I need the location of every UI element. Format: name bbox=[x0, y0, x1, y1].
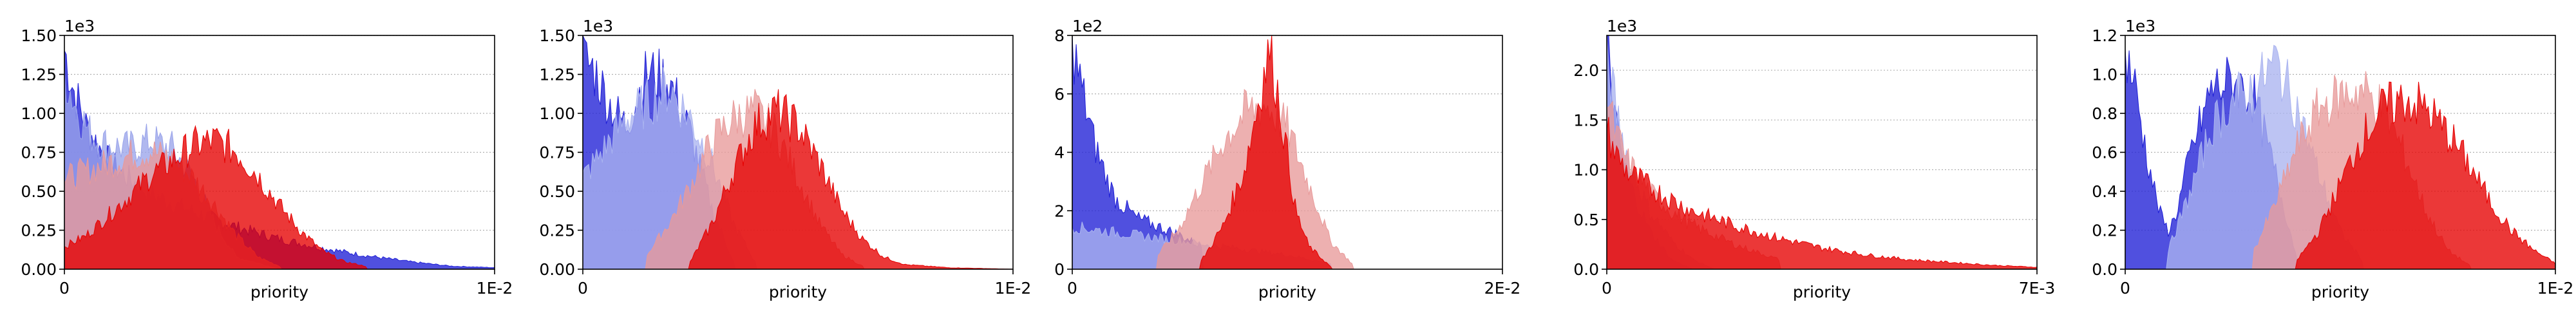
y-tick-label: 0.4 bbox=[2092, 182, 2117, 201]
x-axis-label: priority bbox=[251, 283, 308, 301]
x-axis-label: priority bbox=[1258, 283, 1316, 301]
y-tick-label: 0.50 bbox=[21, 182, 57, 201]
y-tick-label: 0 bbox=[1054, 260, 1065, 279]
chart-panel-3: 0 2 4 6 8 1e2 0 2E-2 priority bbox=[1054, 17, 1520, 301]
y-tick-label: 0.75 bbox=[539, 144, 575, 162]
y-tick-label: 8 bbox=[1054, 26, 1065, 45]
x-tick-label: 1E-2 bbox=[2537, 279, 2574, 298]
y-multiplier-label: 1e3 bbox=[1607, 17, 1637, 35]
y-tick-label: 1.25 bbox=[21, 66, 57, 84]
x-tick-label: 0 bbox=[1602, 279, 1612, 298]
y-tick-label: 0.25 bbox=[21, 222, 57, 240]
y-tick-label: 2 bbox=[1054, 202, 1065, 220]
y-tick-label: 4 bbox=[1054, 144, 1065, 162]
y-tick-label: 1.0 bbox=[2092, 66, 2117, 84]
x-tick-label: 7E-3 bbox=[2019, 279, 2056, 298]
x-tick-label: 0 bbox=[2120, 279, 2130, 298]
x-axis-label: priority bbox=[769, 283, 827, 301]
y-multiplier-label: 1e3 bbox=[2125, 17, 2155, 35]
y-tick-label: 1.50 bbox=[539, 26, 575, 45]
chart-panel-1: 0.00 0.25 0.50 0.75 1.00 1.25 1.50 1e3 0 1E-2 prio… bbox=[21, 17, 513, 301]
y-tick-label: 0.25 bbox=[539, 222, 575, 240]
axes-frame bbox=[1606, 35, 2038, 270]
y-tick-label: 1.50 bbox=[21, 26, 57, 45]
x-axis-label: priority bbox=[1793, 283, 1851, 301]
y-tick-label: 6 bbox=[1054, 85, 1065, 104]
y-tick-label: 1.25 bbox=[539, 66, 575, 84]
chart-panel-2: 0.00 0.25 0.50 0.75 1.00 1.25 1.50 1e3 0 1E-2 prio… bbox=[539, 17, 1031, 301]
y-tick-label: 1.00 bbox=[21, 104, 57, 123]
y-tick-label: 0.0 bbox=[2092, 260, 2117, 279]
x-tick-label: 2E-2 bbox=[1484, 279, 1521, 298]
x-tick-label: 0 bbox=[1067, 279, 1077, 298]
y-tick-label: 0.0 bbox=[1573, 260, 1599, 279]
series-area-4 bbox=[1606, 117, 2038, 270]
y-tick-label: 0.2 bbox=[2092, 222, 2117, 240]
y-tick-label: 0.6 bbox=[2092, 144, 2117, 162]
y-tick-label: 1.0 bbox=[1573, 161, 1599, 180]
y-tick-label: 0.50 bbox=[539, 182, 575, 201]
y-tick-label: 0.00 bbox=[539, 260, 575, 279]
x-tick-label: 0 bbox=[578, 279, 588, 298]
y-multiplier-label: 1e3 bbox=[583, 17, 613, 35]
x-tick-label: 1E-2 bbox=[995, 279, 1032, 298]
y-tick-label: 1.00 bbox=[539, 104, 575, 123]
chart-panel-4: 0.0 0.5 1.0 1.5 2.0 1e3 0 7E-3 priority bbox=[1573, 17, 2055, 301]
y-tick-label: 0.8 bbox=[2092, 104, 2117, 123]
series-area-4 bbox=[64, 124, 495, 270]
y-tick-label: 0.00 bbox=[21, 260, 57, 279]
y-tick-label: 1.2 bbox=[2092, 26, 2117, 45]
chart-panel-5: 0.0 0.2 0.4 0.6 0.8 1.0 1.2 1e3 0 1E-2 priority bbox=[2092, 17, 2573, 301]
x-tick-label: 1E-2 bbox=[477, 279, 513, 298]
x-axis-label: priority bbox=[2311, 283, 2369, 301]
y-tick-label: 0.5 bbox=[1573, 211, 1599, 229]
y-tick-label: 1.5 bbox=[1573, 111, 1599, 129]
x-tick-label: 0 bbox=[59, 279, 70, 298]
y-multiplier-label: 1e3 bbox=[64, 17, 95, 35]
y-multiplier-label: 1e2 bbox=[1072, 17, 1103, 35]
y-tick-label: 2.0 bbox=[1573, 61, 1599, 80]
y-tick-label: 0.75 bbox=[21, 144, 57, 162]
